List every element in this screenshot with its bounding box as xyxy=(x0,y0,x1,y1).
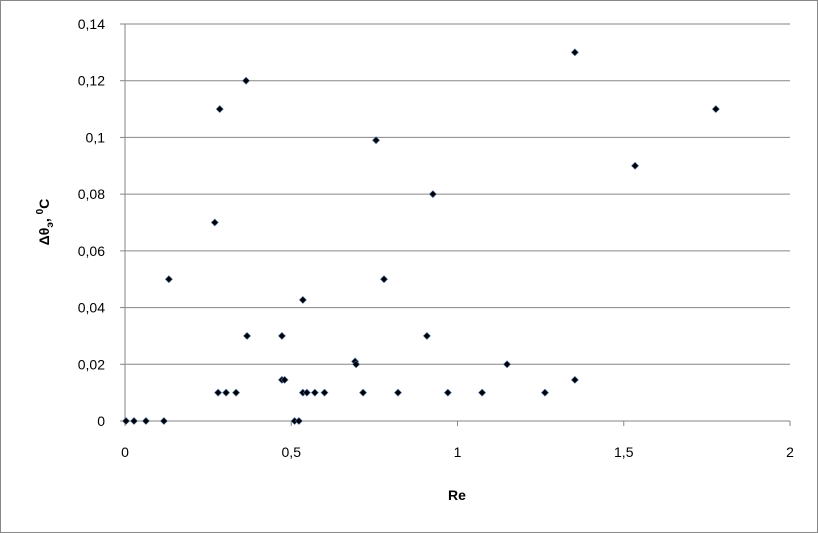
data-point xyxy=(443,388,452,397)
data-point xyxy=(320,388,329,397)
y-tick-label: 0,12 xyxy=(78,73,105,89)
data-point xyxy=(541,388,549,397)
data-point xyxy=(243,332,251,340)
y-tick-label: 0,02 xyxy=(78,356,105,372)
data-point xyxy=(278,332,286,340)
x-axis-label: Re xyxy=(448,487,466,503)
data-point xyxy=(428,190,437,199)
data-point xyxy=(122,417,130,425)
x-tick-label: 1 xyxy=(454,444,462,460)
y-tick-label: 0,08 xyxy=(78,186,105,202)
data-point xyxy=(570,48,579,57)
data-point xyxy=(242,76,250,85)
data-point xyxy=(280,375,289,384)
data-point xyxy=(130,417,138,425)
x-tick-label: 1,5 xyxy=(614,444,634,460)
gridlines xyxy=(120,23,791,426)
y-axis-label: Δθэ, 0C xyxy=(35,199,56,246)
data-point xyxy=(503,360,511,369)
data-point xyxy=(631,161,639,170)
data-point xyxy=(394,388,402,397)
y-tick-label: 0 xyxy=(97,413,105,429)
y-tick-label: 0,14 xyxy=(78,16,105,32)
data-point xyxy=(222,388,231,397)
data-point xyxy=(310,388,319,397)
data-point xyxy=(214,388,223,397)
data-point xyxy=(298,295,307,304)
data-point xyxy=(422,332,431,340)
x-tick-label: 0 xyxy=(121,444,129,460)
data-point xyxy=(164,275,173,284)
data-point xyxy=(210,218,219,227)
tick-labels: 0 0,02 0,04 0,06 0,08 0,1 0,12 0,14 0 0,5 1 1,5 2 xyxy=(78,16,794,460)
data-point xyxy=(159,417,168,425)
data-point xyxy=(302,388,311,397)
data-point xyxy=(359,388,367,397)
y-tick-label: 0,04 xyxy=(78,300,105,316)
data-point xyxy=(478,388,487,397)
x-tick-label: 2 xyxy=(786,444,794,460)
x-tick-label: 0,5 xyxy=(282,444,302,460)
y-tick-label: 0,06 xyxy=(78,243,105,259)
data-point xyxy=(380,275,388,284)
data-point xyxy=(570,375,579,384)
data-point xyxy=(372,136,380,145)
data-point xyxy=(352,360,361,369)
data-point xyxy=(215,105,224,113)
data-points xyxy=(122,48,720,425)
data-point xyxy=(232,388,240,397)
data-point xyxy=(142,417,150,425)
data-point xyxy=(711,105,720,113)
y-tick-label: 0,1 xyxy=(86,129,106,145)
data-point xyxy=(294,417,303,425)
